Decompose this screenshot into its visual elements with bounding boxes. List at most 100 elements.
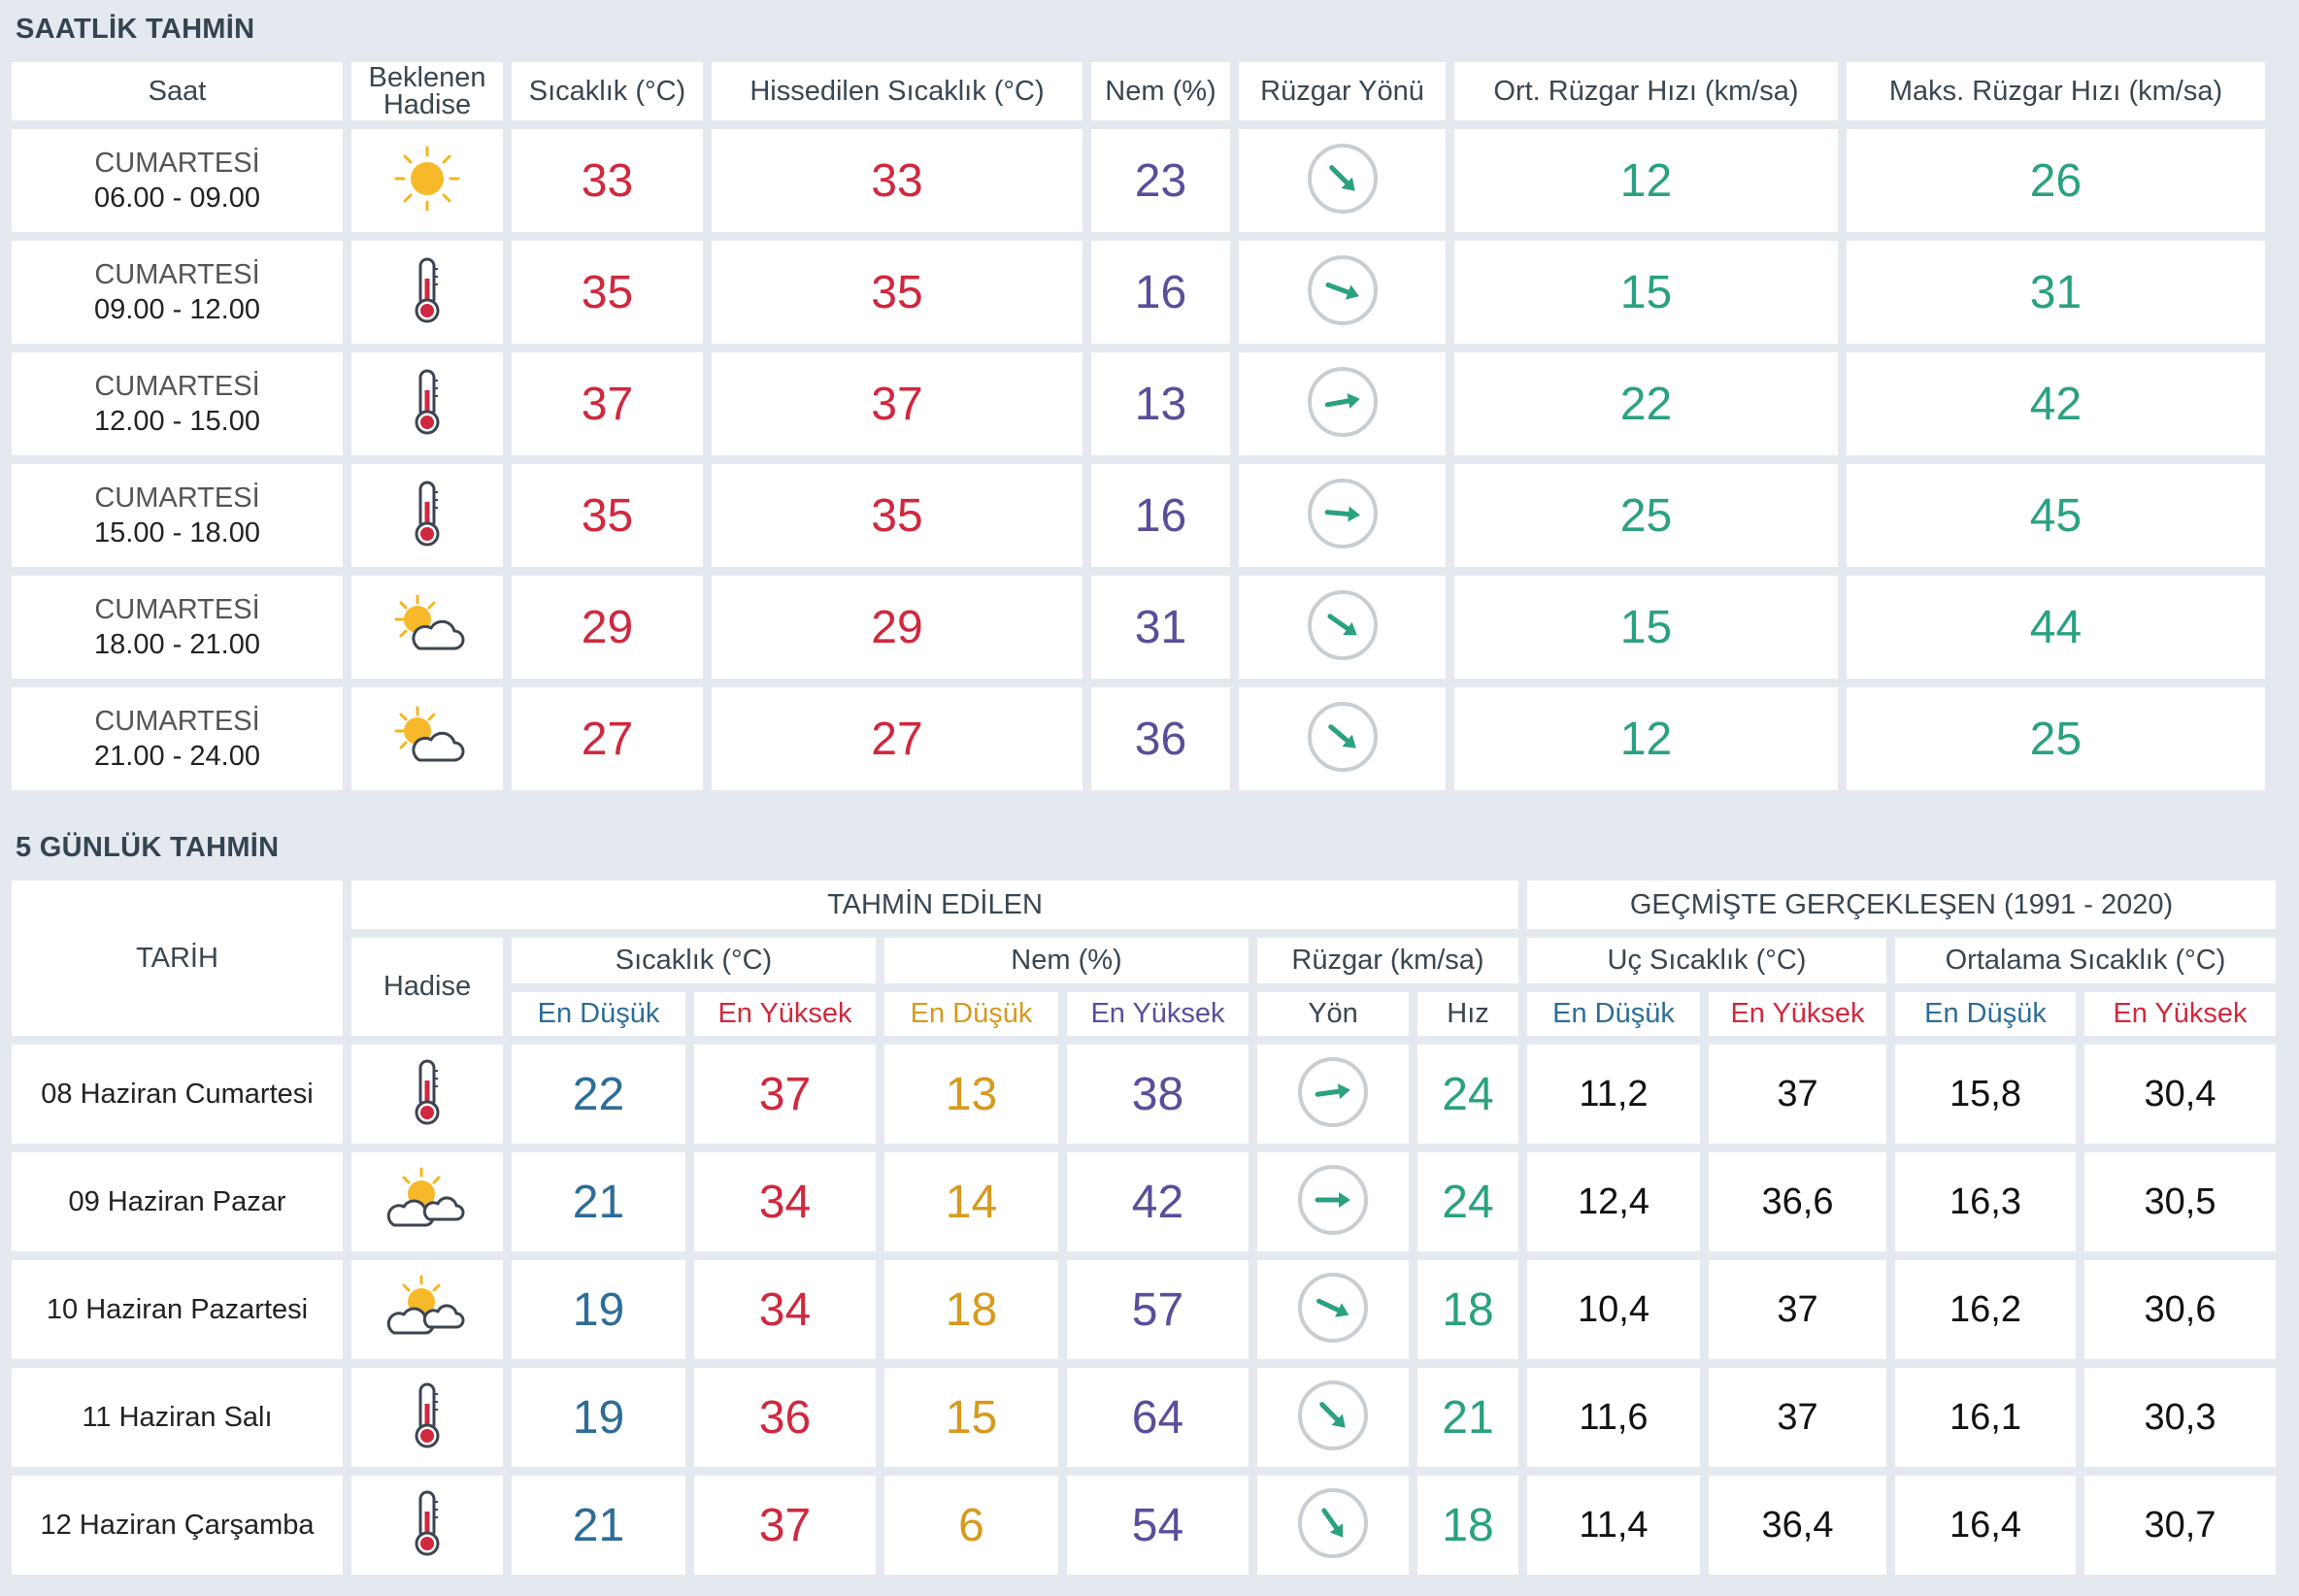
subheader-sicaklik-max: En Yüksek [694, 992, 876, 1036]
header-ruzgar-yonu: Rüzgar Yönü [1239, 62, 1446, 120]
average-max-value: 30,3 [2084, 1368, 2276, 1467]
average-max-value: 30,4 [2084, 1045, 2276, 1144]
wind-max-value: 45 [1847, 464, 2265, 567]
wind-direction-cell [1257, 1045, 1409, 1144]
humidity-min-value: 13 [884, 1045, 1058, 1144]
header-ruzgar: Rüzgar (km/sa) [1257, 938, 1518, 983]
sun-icon [392, 144, 462, 218]
header-ort-ruzgar-hizi: Ort. Rüzgar Hızı (km/sa) [1454, 62, 1838, 120]
weather-cell [351, 1260, 503, 1359]
time-cell: CUMARTESİ 09.00 - 12.00 [12, 241, 343, 344]
wind-direction-cell [1239, 576, 1446, 679]
header-nem: Nem (%) [1091, 62, 1230, 120]
header-maks-ruzgar-hizi: Maks. Rüzgar Hızı (km/sa) [1847, 62, 2265, 120]
temp-max-value: 37 [694, 1045, 876, 1144]
time-cell: CUMARTESİ 21.00 - 24.00 [12, 687, 343, 790]
extreme-max-value: 37 [1709, 1260, 1886, 1359]
temp-min-value: 21 [512, 1476, 685, 1575]
time-range: 09.00 - 12.00 [94, 294, 260, 325]
weather-cell [351, 687, 503, 790]
date-cell: 09 Haziran Pazar [12, 1152, 343, 1251]
daily-row: 12 Haziran Çarşamba 21 37 6 54 18 11,4 36,4 16,4… [12, 1476, 2276, 1575]
time-range: 12.00 - 15.00 [94, 406, 260, 437]
feels-like-value: 27 [712, 687, 1083, 790]
wind-speed-value: 18 [1417, 1476, 1518, 1575]
wind-max-value: 26 [1847, 129, 2265, 232]
header-ortalama-sicaklik: Ortalama Sıcaklık (°C) [1895, 938, 2276, 983]
average-min-value: 16,3 [1895, 1152, 2076, 1251]
subheader-yon: Yön [1257, 992, 1409, 1036]
daily-row: 10 Haziran Pazartesi 19 34 18 57 18 10,4 37 16,2… [12, 1260, 2276, 1359]
temperature-value: 35 [512, 464, 703, 567]
humidity-max-value: 54 [1067, 1476, 1249, 1575]
subheader-uc-max: En Yüksek [1709, 992, 1886, 1036]
header-gecmis: GEÇMİŞTE GERÇEKLEŞEN (1991 - 2020) [1527, 881, 2276, 929]
feels-like-value: 35 [712, 464, 1083, 567]
feels-like-value: 37 [712, 352, 1083, 455]
thermometer-icon [408, 367, 447, 442]
sun-cloud-icon [388, 702, 466, 777]
sun-clouds-icon [384, 1165, 470, 1240]
wind-direction-arrow-icon [1306, 365, 1380, 444]
daily-section-title: 5 GÜNLÜK TAHMİN [16, 832, 280, 863]
wind-max-value: 42 [1847, 352, 2265, 455]
day-label: CUMARTESİ [94, 148, 260, 179]
day-label: CUMARTESİ [94, 482, 260, 514]
daily-row: 09 Haziran Pazar 21 34 14 42 24 12,4 36,6 16,3 30… [12, 1152, 2276, 1251]
wind-speed-value: 24 [1417, 1152, 1518, 1251]
wind-avg-value: 25 [1454, 464, 1838, 567]
humidity-min-value: 6 [884, 1476, 1058, 1575]
humidity-min-value: 14 [884, 1152, 1058, 1251]
weather-cell [351, 129, 503, 232]
temp-min-value: 19 [512, 1368, 685, 1467]
wind-direction-cell [1239, 464, 1446, 567]
header-saat: Saat [12, 62, 343, 120]
extreme-max-value: 36,4 [1709, 1476, 1886, 1575]
humidity-min-value: 15 [884, 1368, 1058, 1467]
wind-avg-value: 12 [1454, 129, 1838, 232]
average-max-value: 30,5 [2084, 1152, 2276, 1251]
weather-cell [351, 576, 503, 679]
average-min-value: 16,4 [1895, 1476, 2076, 1575]
daily-row: 11 Haziran Salı 19 36 15 64 21 11,6 37 16,1 30,3 [12, 1368, 2276, 1467]
hourly-row: CUMARTESİ 21.00 - 24.00 27 27 36 12 25 [12, 687, 2265, 790]
humidity-value: 16 [1091, 241, 1230, 344]
temp-max-value: 36 [694, 1368, 876, 1467]
hourly-forecast-table: Saat Beklenen Hadise Sıcaklık (°C) Hisse… [3, 53, 2274, 799]
wind-direction-arrow-icon [1306, 588, 1380, 667]
temperature-value: 35 [512, 241, 703, 344]
feels-like-value: 35 [712, 241, 1083, 344]
wind-direction-arrow-icon [1306, 142, 1380, 220]
extreme-min-value: 10,4 [1527, 1260, 1700, 1359]
time-range: 06.00 - 09.00 [94, 183, 260, 214]
extreme-max-value: 37 [1709, 1045, 1886, 1144]
weather-cell [351, 1152, 503, 1251]
weather-cell [351, 1476, 503, 1575]
humidity-max-value: 42 [1067, 1152, 1249, 1251]
temperature-value: 37 [512, 352, 703, 455]
subheader-sicaklik-min: En Düşük [512, 992, 685, 1036]
thermometer-icon [408, 1380, 447, 1455]
subheader-ort-min: En Düşük [1895, 992, 2076, 1036]
date-cell: 10 Haziran Pazartesi [12, 1260, 343, 1359]
sun-cloud-icon [388, 590, 466, 665]
average-max-value: 30,6 [2084, 1260, 2276, 1359]
header-sicaklik: Sıcaklık (°C) [512, 938, 876, 983]
humidity-max-value: 38 [1067, 1045, 1249, 1144]
hourly-row: CUMARTESİ 06.00 - 09.00 33 33 23 12 26 [12, 129, 2265, 232]
day-label: CUMARTESİ [94, 371, 260, 402]
subheader-nem-max: En Yüksek [1067, 992, 1249, 1036]
wind-avg-value: 15 [1454, 241, 1838, 344]
extreme-min-value: 11,4 [1527, 1476, 1700, 1575]
humidity-value: 36 [1091, 687, 1230, 790]
feels-like-value: 29 [712, 576, 1083, 679]
time-cell: CUMARTESİ 18.00 - 21.00 [12, 576, 343, 679]
average-max-value: 30,7 [2084, 1476, 2276, 1575]
extreme-max-value: 36,6 [1709, 1152, 1886, 1251]
wind-direction-arrow-icon [1296, 1271, 1370, 1349]
header-tahmin-edilen: TAHMİN EDİLEN [351, 881, 1518, 929]
hourly-row: CUMARTESİ 15.00 - 18.00 35 35 16 25 45 [12, 464, 2265, 567]
thermometer-icon [408, 255, 447, 330]
wind-direction-arrow-icon [1306, 253, 1380, 332]
header-tarih: TARİH [12, 881, 343, 1036]
